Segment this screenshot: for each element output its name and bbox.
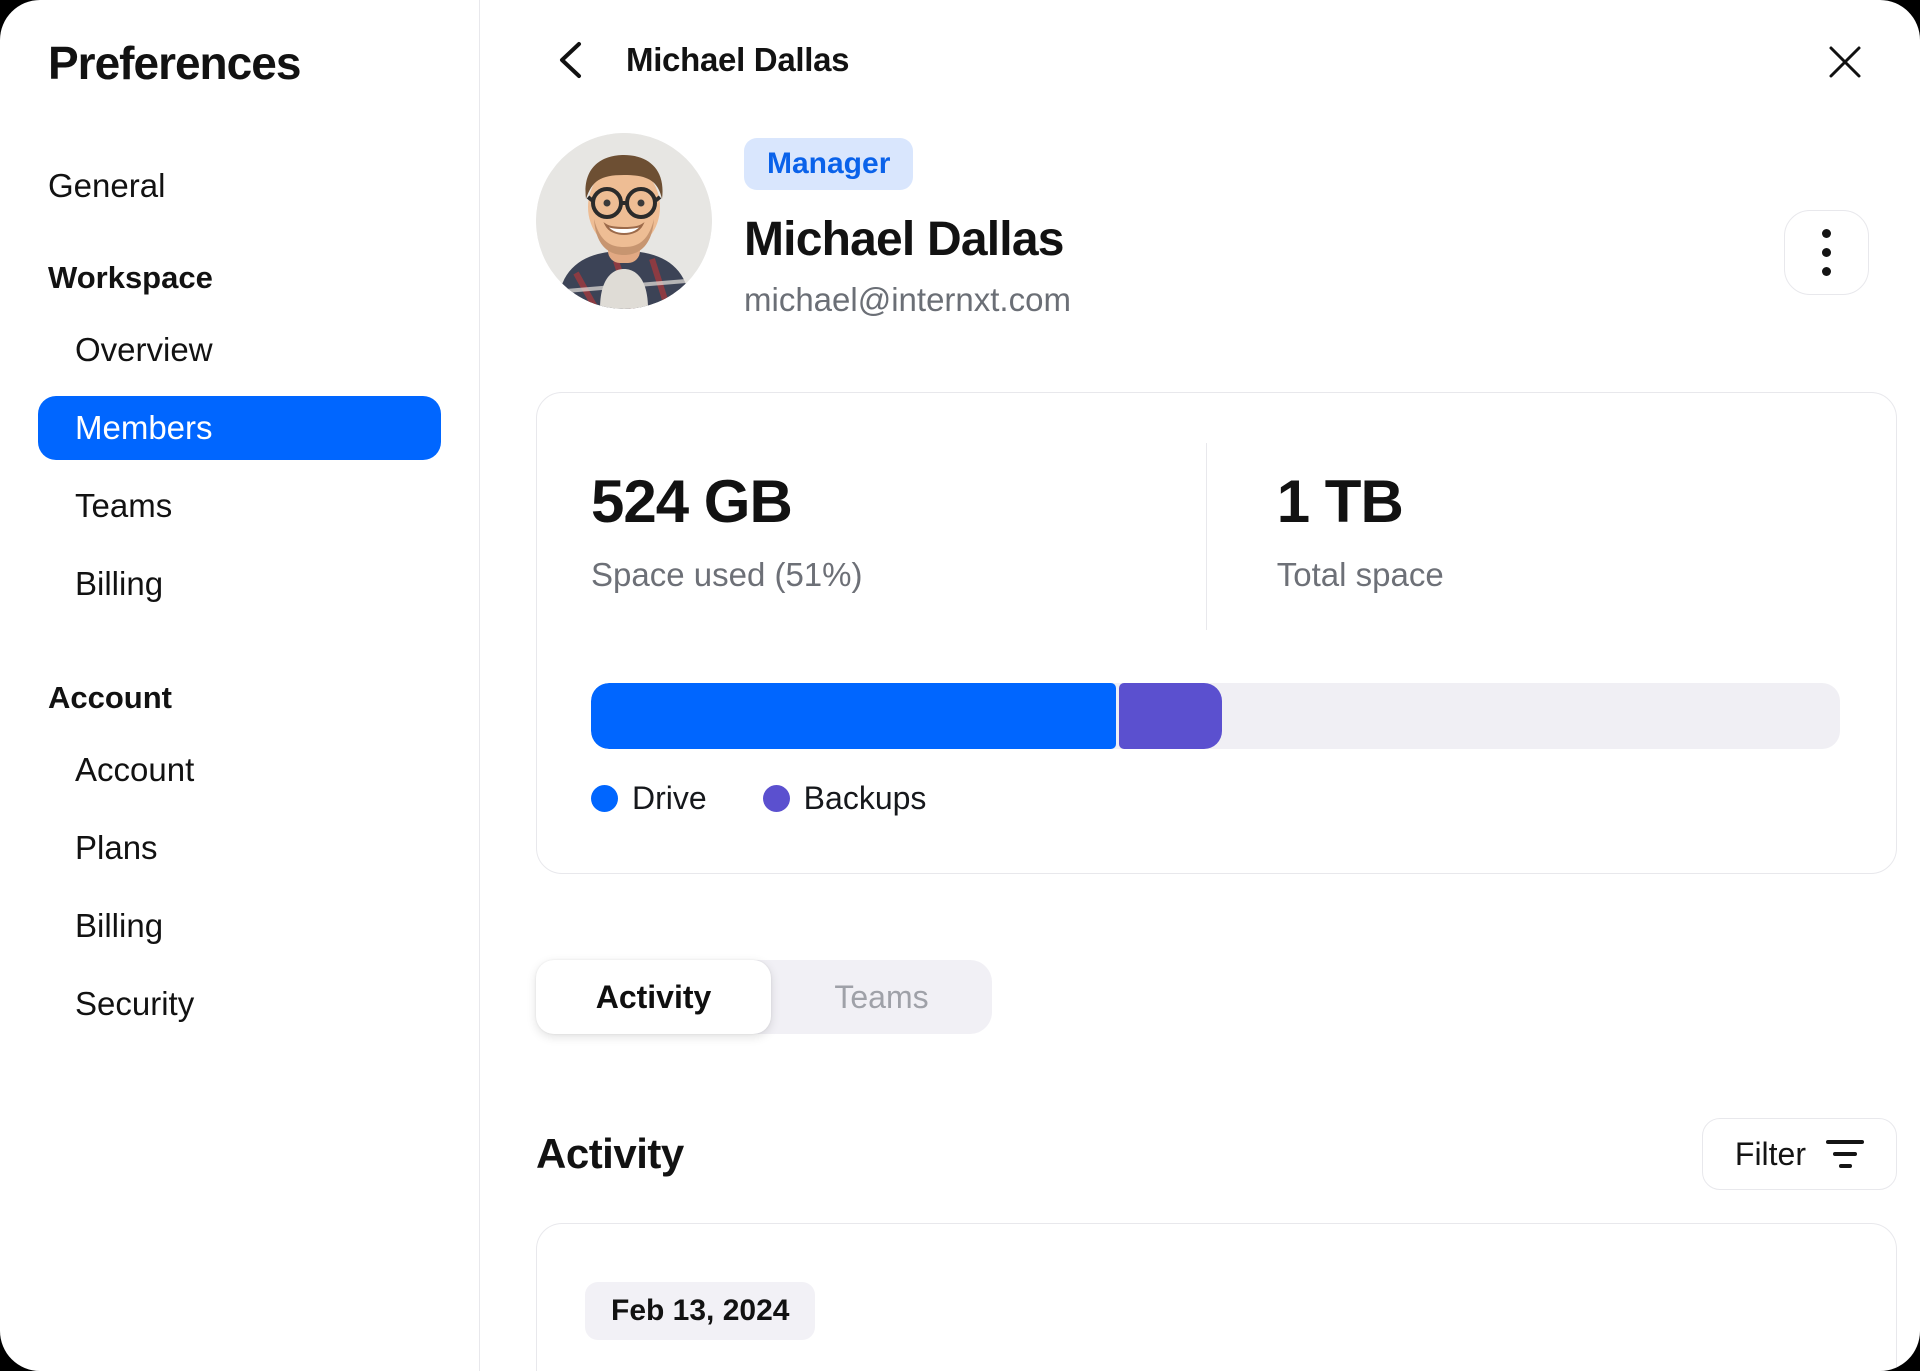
member-detail-header: Michael Dallas bbox=[536, 0, 1897, 120]
activity-date-chip: Feb 13, 2024 bbox=[585, 1282, 816, 1340]
activity-section-header: Activity Filter bbox=[536, 1118, 1897, 1190]
legend-item-backups: Backups bbox=[762, 780, 927, 817]
sidebar: Preferences General Workspace Overview Memb… bbox=[0, 0, 480, 1371]
drive-bar-segment bbox=[591, 683, 1116, 749]
usage-legend: Drive Backups bbox=[591, 780, 1840, 817]
member-name: Michael Dallas bbox=[744, 213, 1064, 266]
sidebar-item-general[interactable]: General bbox=[48, 167, 166, 204]
sidebar-item-billing[interactable]: Billing bbox=[75, 565, 164, 602]
sidebar-item-teams[interactable]: Teams bbox=[75, 487, 173, 524]
close-button[interactable] bbox=[1823, 40, 1867, 84]
backups-bar-segment bbox=[1118, 683, 1223, 749]
sidebar-nav: General Workspace Overview Members Teams Bill… bbox=[38, 167, 441, 1022]
sidebar-item-security[interactable]: Security bbox=[75, 985, 195, 1022]
space-used-stat: 524 GB Space used (51%) bbox=[591, 443, 1207, 630]
tab-teams[interactable]: Teams bbox=[834, 978, 929, 1015]
activity-heading: Activity bbox=[536, 1130, 684, 1177]
sidebar-item-members[interactable]: Members bbox=[38, 396, 441, 460]
chevron-left-icon bbox=[558, 41, 582, 79]
total-space-value: 1 TB bbox=[1276, 468, 1404, 535]
usage-progress-bar bbox=[591, 683, 1840, 749]
filter-lines-icon bbox=[1826, 1140, 1864, 1168]
role-badge: Manager bbox=[744, 138, 914, 190]
member-email: michael@internxt.com bbox=[744, 281, 1071, 318]
close-icon bbox=[1826, 43, 1864, 81]
sidebar-item-account[interactable]: Account bbox=[75, 751, 195, 788]
filter-button-label: Filter bbox=[1734, 1135, 1806, 1172]
space-used-value: 524 GB bbox=[591, 468, 793, 535]
sidebar-item-workspace-section: Workspace bbox=[48, 260, 213, 295]
member-profile: Manager Michael Dallas michael@internxt.… bbox=[536, 133, 1897, 319]
activity-log-card: Feb 13, 2024 No activity bbox=[536, 1223, 1897, 1371]
kebab-menu-icon bbox=[1822, 229, 1831, 238]
total-space-stat: 1 TB Total space bbox=[1207, 443, 1444, 630]
tab-activity[interactable]: Activity bbox=[536, 960, 771, 1034]
legend-item-drive: Drive bbox=[591, 780, 707, 817]
sidebar-item-overview[interactable]: Overview bbox=[75, 331, 213, 368]
activity-teams-tabs: Activity Teams bbox=[536, 960, 992, 1034]
page-title: Michael Dallas bbox=[626, 41, 850, 78]
filter-button[interactable]: Filter bbox=[1701, 1118, 1897, 1190]
backups-legend-label: Backups bbox=[803, 780, 927, 816]
sidebar-item-plans[interactable]: Plans bbox=[75, 829, 158, 866]
profile-info: Manager Michael Dallas michael@internxt.… bbox=[744, 133, 1071, 319]
avatar bbox=[536, 133, 712, 309]
usage-stats: 524 GB Space used (51%) 1 TB Total space bbox=[591, 443, 1840, 630]
drive-legend-label: Drive bbox=[632, 780, 707, 816]
storage-usage-card: 524 GB Space used (51%) 1 TB Total space… bbox=[536, 392, 1897, 874]
sidebar-title: Preferences bbox=[48, 37, 301, 89]
sidebar-item-account-section: Account bbox=[48, 680, 172, 715]
backups-dot-icon bbox=[762, 785, 790, 812]
member-options-button[interactable] bbox=[1784, 210, 1869, 295]
total-space-label: Total space bbox=[1276, 556, 1444, 593]
space-used-label: Space used (51%) bbox=[591, 556, 863, 593]
drive-dot-icon bbox=[591, 785, 618, 812]
back-button[interactable] bbox=[550, 40, 590, 80]
main-panel: Michael Dallas bbox=[480, 0, 1920, 1371]
sidebar-item-billing[interactable]: Billing bbox=[75, 907, 164, 944]
